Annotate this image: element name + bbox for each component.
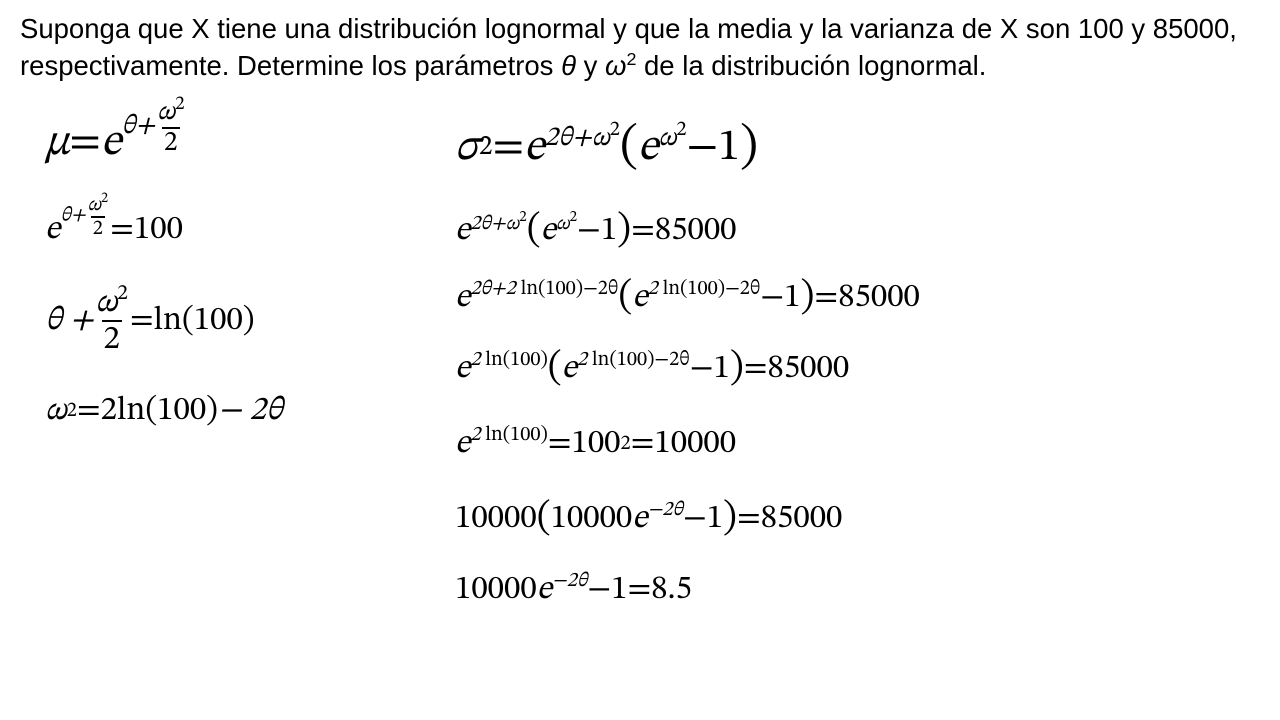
problem-statement: Suponga que X tiene una distribución log… bbox=[20, 10, 1260, 84]
problem-line1: Suponga que X tiene una distribución log… bbox=[20, 13, 1237, 44]
eq-r5: e2 ln(100) = 1002 = 10000 bbox=[455, 423, 1260, 464]
equals: = bbox=[69, 116, 101, 171]
mu: μ bbox=[45, 116, 69, 171]
eq-e100: e θ+ω22 = 100 bbox=[45, 209, 450, 250]
eq-mu: μ = e θ+ω22 bbox=[45, 116, 450, 171]
theta-sym: θ bbox=[561, 50, 576, 81]
eq-r3: e2θ+2 ln(100)−2θ ( e2 ln(100)−2θ − 1 ) =… bbox=[455, 273, 1260, 322]
eq-omega2: ω2 = 2 ln(100) − 2θ bbox=[45, 390, 450, 431]
omega-sym: ω bbox=[605, 50, 626, 81]
problem-line2a: respectivamente. Determine los parámetro… bbox=[20, 50, 561, 81]
omega-sq: 2 bbox=[626, 49, 636, 69]
eq-r2: e2θ+ω2 ( eω2 − 1 ) = 85000 bbox=[455, 206, 1260, 255]
and-word: y bbox=[576, 50, 605, 81]
exp: θ+ω22 bbox=[121, 95, 186, 158]
e: e bbox=[45, 209, 60, 250]
right-column: σ2 = e2θ+ω2 ( eω2 − 1 ) e2θ+ω2 ( eω2 − 1… bbox=[450, 106, 1260, 610]
eq-r7: 10000 e−2θ − 1 = 8.5 bbox=[455, 569, 1260, 610]
eq-r4: e2 ln(100) ( e2 ln(100)−2θ − 1 ) = 85000 bbox=[455, 344, 1260, 393]
eq-sigma: σ2 = e2θ+ω2 ( eω2 − 1 ) bbox=[455, 116, 1260, 180]
eq-r6: 10000 ( 10000 e−2θ − 1 ) = 85000 bbox=[455, 494, 1260, 543]
eq-ln100: θ + ω22 = ln(100) bbox=[45, 284, 450, 356]
e: e bbox=[101, 116, 121, 171]
problem-line2b: de la distribución lognormal. bbox=[636, 50, 986, 81]
derivation: μ = e θ+ω22 e θ+ω22 = 100 θ + ω22 = ln(1… bbox=[20, 106, 1260, 610]
left-column: μ = e θ+ω22 e θ+ω22 = 100 θ + ω22 = ln(1… bbox=[20, 106, 450, 610]
exp: θ+ω22 bbox=[60, 192, 110, 240]
